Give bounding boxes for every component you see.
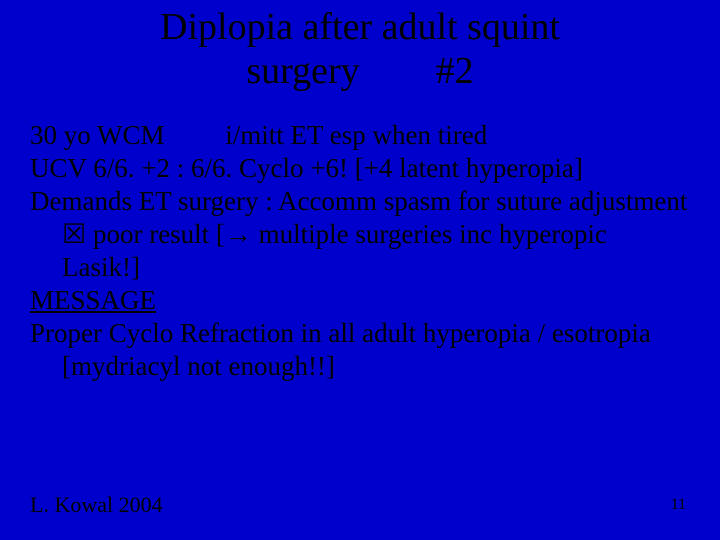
- title-line-1: Diplopia after adult squint: [160, 6, 560, 48]
- body-line-2: UCV 6/6. +2 : 6/6. Cyclo +6! [+4 latent …: [30, 152, 690, 185]
- body-line-4: MESSAGE: [30, 284, 690, 317]
- body-line-1: 30 yo WCM i/mitt ET esp when tired: [30, 119, 690, 152]
- body-line-1a: 30 yo WCM: [30, 120, 165, 150]
- body-line-5: Proper Cyclo Refraction in all adult hyp…: [30, 317, 690, 383]
- body-line-3: Demands ET surgery : Accomm spasm for su…: [30, 185, 690, 284]
- slide-number: 11: [671, 496, 686, 514]
- footer-author: L. Kowal 2004: [30, 492, 163, 518]
- body-line-1b: i/mitt ET esp when tired: [225, 120, 487, 150]
- slide-body: 30 yo WCM i/mitt ET esp when tired UCV 6…: [0, 93, 720, 383]
- slide-title: Diplopia after adult squint surgery #2: [0, 0, 720, 93]
- message-label: MESSAGE: [30, 285, 156, 315]
- title-line-2: surgery #2: [246, 50, 473, 92]
